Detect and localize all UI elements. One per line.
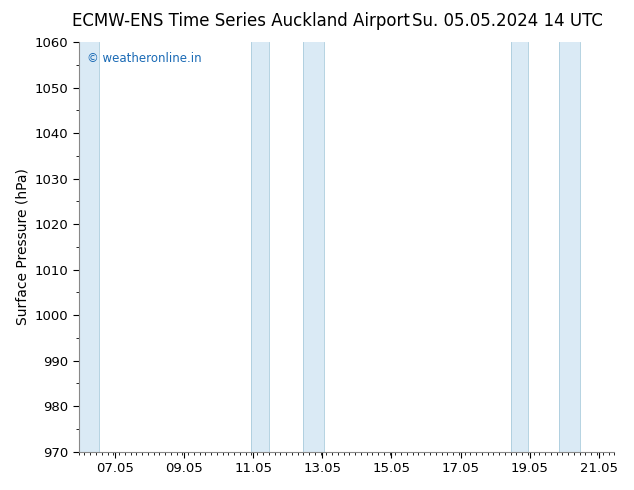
Bar xyxy=(79,42,100,452)
Text: ECMW-ENS Time Series Auckland Airport: ECMW-ENS Time Series Auckland Airport xyxy=(72,12,410,30)
Text: © weatheronline.in: © weatheronline.in xyxy=(87,52,202,65)
Bar xyxy=(510,42,528,452)
Bar xyxy=(303,42,324,452)
Y-axis label: Surface Pressure (hPa): Surface Pressure (hPa) xyxy=(15,169,29,325)
Text: Su. 05.05.2024 14 UTC: Su. 05.05.2024 14 UTC xyxy=(411,12,603,30)
Bar xyxy=(252,42,269,452)
Bar xyxy=(559,42,579,452)
